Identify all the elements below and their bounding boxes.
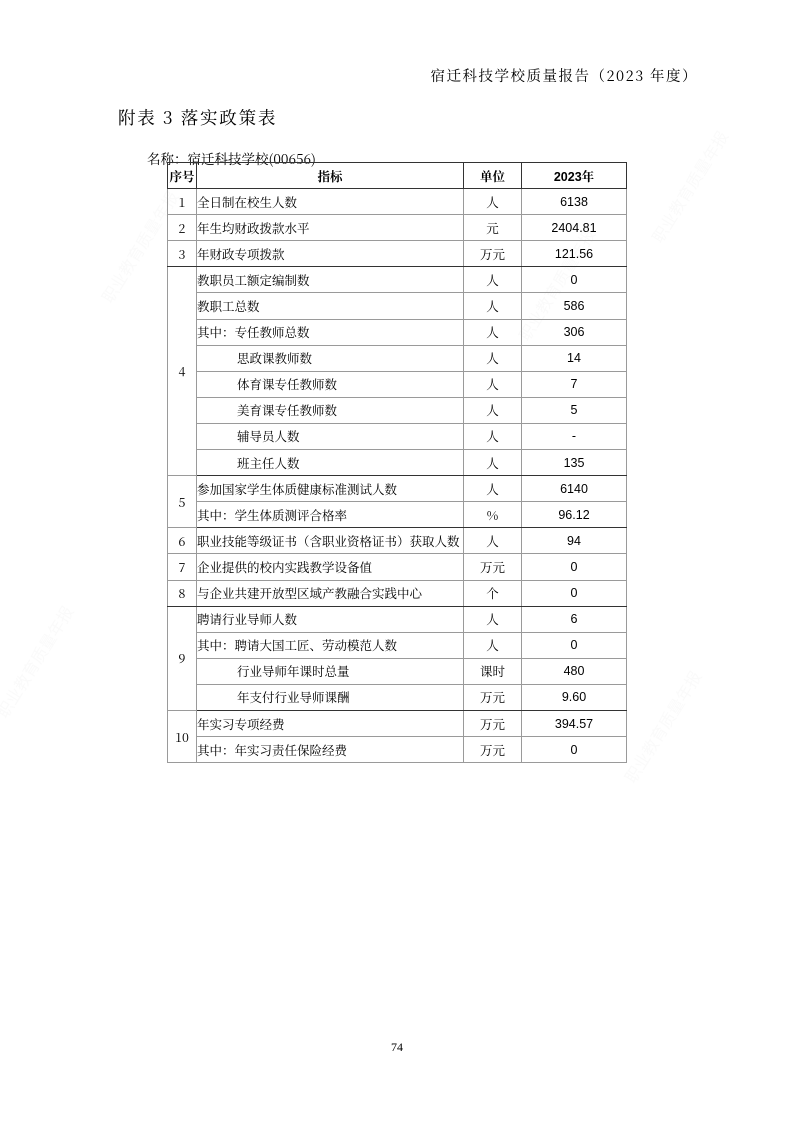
svg-text:职业教育质量年报: 职业教育质量年报	[645, 126, 733, 247]
svg-text:职业教育质量年报: 职业教育质量年报	[0, 601, 78, 722]
svg-text:职业教育质量年报: 职业教育质量年报	[618, 666, 706, 787]
